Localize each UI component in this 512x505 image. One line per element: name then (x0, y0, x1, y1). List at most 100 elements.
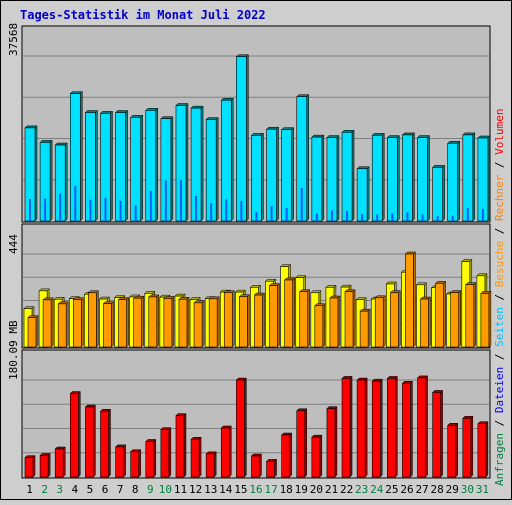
bar-volumen-front (311, 436, 321, 478)
bar-volumen (462, 415, 474, 478)
panels-group: 37568 444 180.09 MB (7, 23, 492, 479)
bar-seiten-top (465, 282, 477, 285)
bar-anfragen-top (114, 110, 129, 113)
bar-anfragen-top (265, 126, 280, 130)
bar-seiten (133, 295, 145, 348)
bar-seiten-side (171, 295, 175, 348)
bar-anfragen-front (281, 129, 292, 222)
side-legend-part: Volumen (493, 108, 506, 154)
bar-seiten-front (390, 292, 399, 348)
bar-volumen (175, 412, 187, 478)
bar-dateien (406, 212, 409, 221)
panel-middle-max-label: 444 (7, 234, 20, 254)
bar-dateien (300, 188, 303, 221)
bar-seiten-side (65, 301, 69, 348)
bar-volumen-front (24, 457, 34, 478)
bar-anfragen-front (477, 137, 489, 222)
bar-anfragen-front (251, 135, 262, 222)
day-label: 17 (264, 483, 277, 496)
bar-seiten (284, 277, 296, 348)
bar-anfragen-front (311, 136, 323, 222)
bar-volumen-front (220, 427, 230, 478)
bar-seiten (223, 290, 235, 348)
bar-volumen (190, 436, 202, 478)
bar-volumen-front (387, 378, 396, 478)
bar-volumen-front (160, 429, 170, 478)
bar-seiten (299, 289, 311, 348)
bar-volumen (265, 458, 278, 478)
bar-anfragen (462, 132, 476, 222)
bar-volumen-front (251, 455, 260, 478)
bar-volumen-side (123, 444, 126, 478)
bar-volumen-front (477, 423, 487, 478)
bar-anfragen (401, 132, 416, 222)
day-label: 16 (249, 483, 262, 496)
bar-anfragen (281, 127, 295, 222)
bar-seiten (57, 301, 69, 348)
day-label: 10 (159, 483, 172, 496)
bar-anfragen-side (200, 105, 204, 222)
bar-dateien (451, 215, 454, 221)
bar-volumen-front (296, 410, 306, 478)
bar-volumen-front (54, 448, 64, 478)
bar-volumen-side (93, 404, 96, 478)
bar-seiten-front (284, 279, 293, 348)
day-labels-group: 1 2 3 4 5 6 7 8 9 10 11 12 13 14 15 16 17 18 19 20 21 22 23 24 2… (26, 483, 489, 496)
bar-seiten-front (42, 299, 52, 348)
bar-dateien (481, 208, 484, 221)
bar-seiten-front (374, 297, 384, 348)
bar-seiten-front (148, 296, 158, 348)
bar-volumen (326, 405, 338, 478)
day-label: 29 (446, 483, 459, 496)
bar-dateien (315, 213, 318, 221)
bar-anfragen (250, 132, 265, 222)
bar-seiten-front (465, 284, 475, 348)
bar-dateien (361, 213, 364, 221)
bar-seiten-side (156, 294, 160, 348)
bar-seiten (404, 251, 417, 348)
bar-seiten-side (201, 300, 205, 348)
bar-dateien (391, 213, 394, 221)
bar-anfragen-front (432, 167, 443, 222)
bar-seiten-top (419, 296, 432, 300)
bar-anfragen (326, 134, 340, 222)
bar-seiten (148, 294, 160, 348)
day-label: 4 (72, 483, 79, 496)
day-label: 19 (295, 483, 308, 496)
bar-anfragen (477, 135, 491, 222)
bar-volumen-front (190, 438, 200, 478)
bar-anfragen (130, 114, 144, 222)
bar-dateien (119, 200, 122, 221)
bar-volumen-front (130, 451, 139, 478)
bar-anfragen (371, 132, 385, 222)
panel-top: 37568 (7, 23, 491, 223)
bar-seiten-front (314, 305, 324, 348)
bar-volumen (54, 446, 66, 478)
bar-dateien (255, 212, 258, 221)
bar-volumen (69, 390, 81, 478)
bar-anfragen-top (220, 97, 234, 101)
bar-volumen-side (213, 451, 217, 478)
bar-volumen-front (356, 379, 366, 478)
bar-dateien (330, 210, 333, 221)
bar-volumen-front (39, 455, 49, 478)
bar-seiten (163, 295, 175, 348)
day-label: 15 (234, 483, 247, 496)
bar-dateien (89, 199, 92, 221)
bar-anfragen (432, 164, 446, 222)
day-label: 18 (280, 483, 293, 496)
day-label: 14 (219, 483, 233, 496)
bar-seiten (374, 295, 386, 348)
panel-bottom: 180.09 MB (7, 320, 491, 479)
bar-anfragen (190, 105, 204, 222)
bar-anfragen-front (387, 137, 398, 222)
bar-anfragen-front (341, 131, 353, 222)
bar-seiten (178, 296, 190, 348)
bar-dateien (466, 207, 469, 221)
bar-dateien (225, 199, 228, 221)
bar-seiten-side (111, 301, 114, 348)
bar-anfragen (160, 116, 174, 222)
day-label: 20 (310, 483, 323, 496)
bar-volumen-side (108, 408, 111, 478)
bar-dateien (104, 197, 107, 221)
